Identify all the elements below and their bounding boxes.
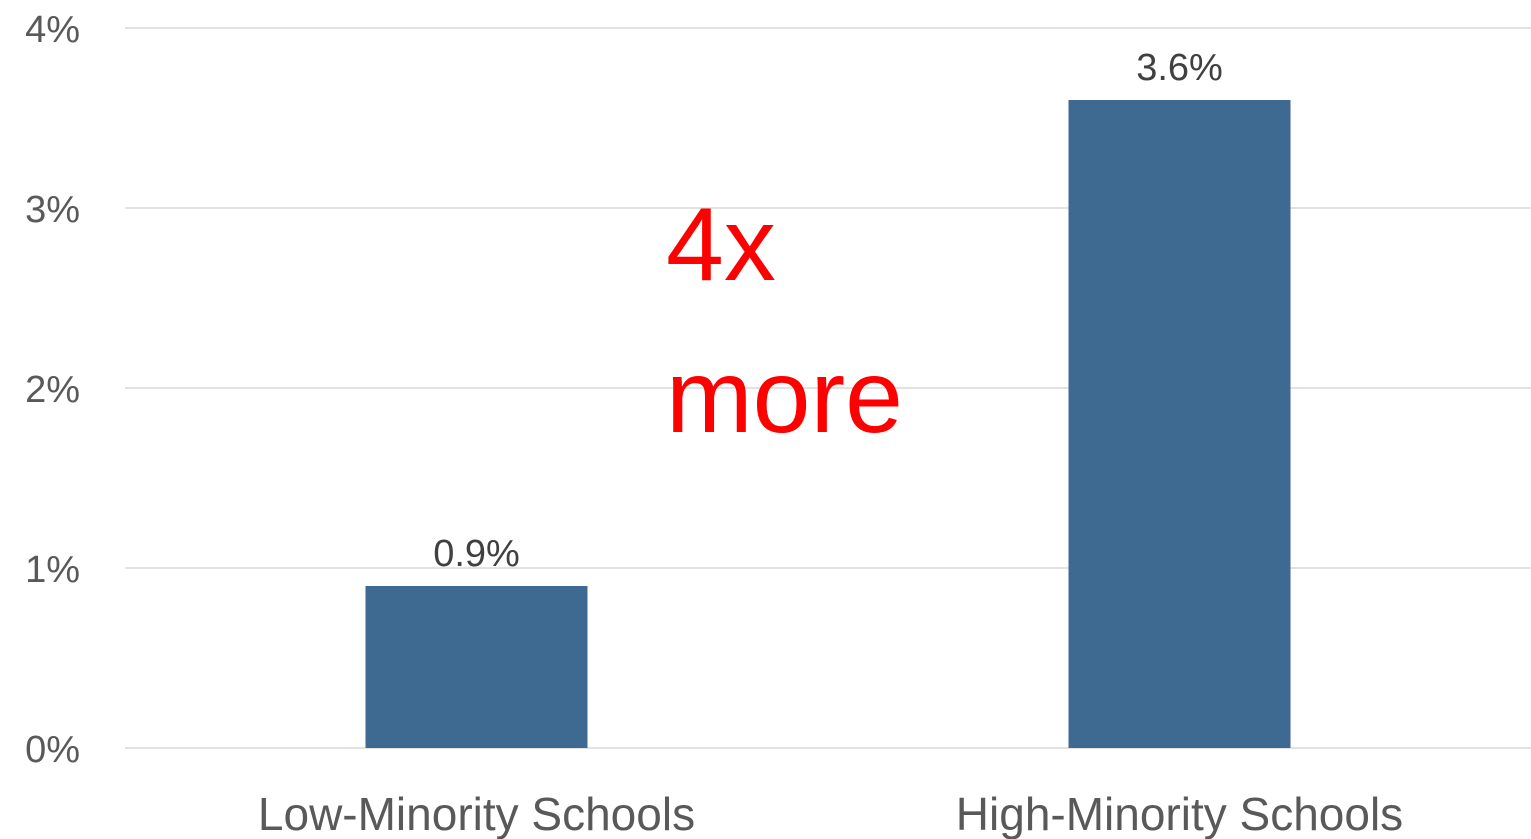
y-tick-label: 1% bbox=[25, 549, 80, 591]
data-labels: 0.9% 3.6% bbox=[433, 47, 1223, 575]
y-tick-label: 0% bbox=[25, 729, 80, 771]
y-tick-label: 4% bbox=[25, 9, 80, 51]
category-label: High-Minority Schools bbox=[956, 788, 1403, 839]
y-axis-tick-labels: 0% 1% 2% 3% 4% bbox=[25, 9, 80, 771]
category-label: Low-Minority Schools bbox=[258, 788, 695, 839]
gridlines bbox=[125, 27, 1531, 749]
annotation-line: more bbox=[666, 339, 903, 455]
annotation-line: 4x bbox=[666, 187, 776, 303]
bars bbox=[365, 100, 1291, 748]
y-tick-label: 2% bbox=[25, 369, 80, 411]
annotations: 4x more bbox=[666, 187, 903, 455]
y-tick-label: 3% bbox=[25, 189, 80, 231]
data-label: 3.6% bbox=[1136, 47, 1223, 89]
bar bbox=[1068, 100, 1291, 748]
bar bbox=[365, 586, 588, 748]
x-axis-category-labels: Low-Minority Schools High-Minority School… bbox=[258, 788, 1403, 839]
data-label: 0.9% bbox=[433, 533, 520, 575]
